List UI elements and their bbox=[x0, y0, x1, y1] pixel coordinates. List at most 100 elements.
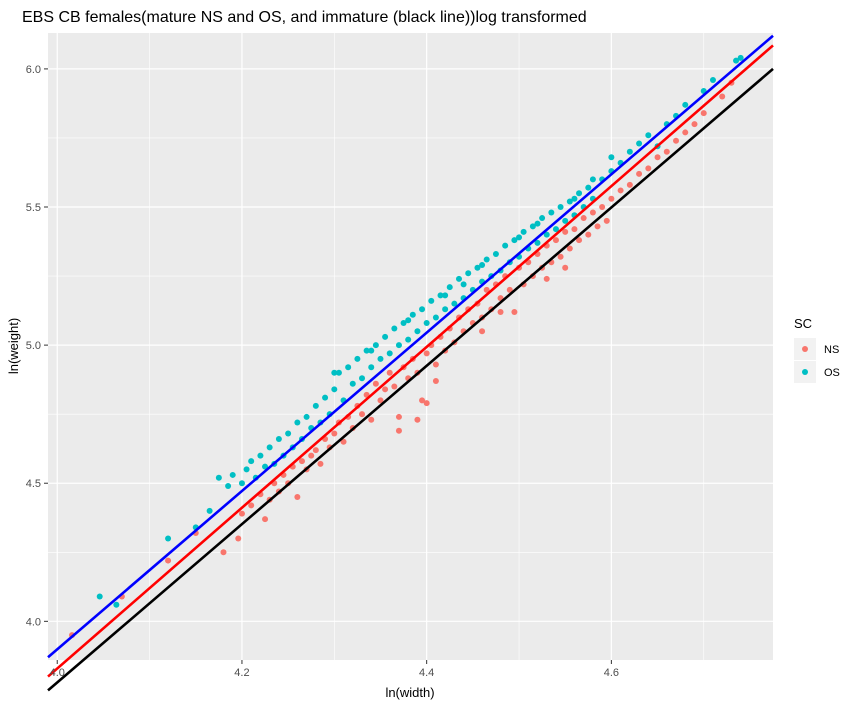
point-ns bbox=[235, 535, 242, 542]
point-ns bbox=[382, 386, 389, 393]
point-ns bbox=[317, 460, 324, 467]
point-os bbox=[576, 190, 583, 197]
fit-lines bbox=[47, 34, 774, 692]
point-os bbox=[474, 264, 481, 271]
point-os bbox=[405, 336, 412, 343]
point-ns bbox=[483, 286, 490, 293]
point-os bbox=[562, 217, 569, 224]
point-ns bbox=[368, 416, 375, 423]
y-tick-label: 5.0 bbox=[26, 340, 41, 352]
point-ns bbox=[432, 378, 439, 385]
point-ns bbox=[165, 557, 172, 564]
point-os bbox=[359, 375, 366, 382]
legend-label-ns: NS bbox=[824, 344, 839, 356]
point-ns bbox=[673, 137, 680, 144]
point-os bbox=[113, 601, 120, 608]
point-os bbox=[243, 466, 250, 473]
point-ns bbox=[599, 204, 606, 211]
point-os bbox=[372, 342, 379, 349]
point-ns bbox=[576, 237, 583, 244]
point-ns bbox=[377, 397, 384, 404]
point-ns bbox=[238, 510, 245, 517]
x-tick-label: 4.2 bbox=[234, 667, 249, 679]
point-ns bbox=[395, 413, 402, 420]
point-os bbox=[229, 471, 236, 478]
point-ns bbox=[691, 121, 698, 128]
point-ns bbox=[552, 237, 559, 244]
point-ns bbox=[719, 93, 726, 100]
point-os bbox=[483, 256, 490, 263]
fit-line-blue bbox=[47, 34, 774, 659]
point-ns bbox=[308, 452, 315, 459]
y-axis-title: ln(weight) bbox=[6, 318, 21, 374]
point-os bbox=[303, 413, 310, 420]
point-ns bbox=[608, 195, 615, 202]
point-os bbox=[557, 204, 564, 211]
x-tick-label: 4.4 bbox=[419, 667, 434, 679]
point-os bbox=[409, 311, 416, 318]
point-os bbox=[626, 148, 633, 155]
point-os bbox=[543, 231, 550, 238]
point-os bbox=[382, 333, 389, 340]
legend-marker-ns bbox=[802, 346, 808, 352]
point-os bbox=[349, 380, 356, 387]
point-ns bbox=[312, 447, 319, 454]
point-ns bbox=[497, 308, 504, 315]
point-os bbox=[335, 369, 342, 376]
point-ns bbox=[636, 170, 643, 177]
point-os bbox=[363, 347, 370, 354]
point-ns bbox=[220, 549, 227, 556]
point-ns bbox=[682, 129, 689, 136]
legend-title: SC bbox=[794, 316, 812, 331]
point-os bbox=[589, 176, 596, 183]
point-ns bbox=[414, 416, 421, 423]
point-os bbox=[566, 198, 573, 205]
point-os bbox=[322, 394, 329, 401]
x-axis-title: ln(width) bbox=[385, 685, 434, 700]
point-ns bbox=[562, 264, 569, 271]
point-os bbox=[294, 419, 301, 426]
point-os bbox=[331, 386, 338, 393]
point-os bbox=[645, 132, 652, 139]
point-ns bbox=[603, 217, 610, 224]
point-os bbox=[238, 480, 245, 487]
point-os bbox=[502, 242, 509, 249]
point-os bbox=[465, 270, 472, 277]
point-os bbox=[395, 342, 402, 349]
legend: SC NS OS bbox=[794, 316, 840, 383]
point-os bbox=[520, 228, 527, 235]
legend-marker-os bbox=[802, 369, 808, 375]
point-ns bbox=[566, 245, 573, 252]
point-ns bbox=[580, 215, 587, 222]
fit-line-red bbox=[47, 44, 774, 678]
point-os bbox=[534, 220, 541, 227]
point-ns bbox=[663, 148, 670, 155]
point-os bbox=[492, 250, 499, 257]
point-os bbox=[423, 320, 430, 327]
point-os bbox=[585, 184, 592, 191]
point-os bbox=[248, 458, 255, 465]
point-os bbox=[539, 215, 546, 222]
point-os bbox=[386, 350, 393, 357]
point-os bbox=[442, 306, 449, 313]
point-os bbox=[682, 101, 689, 108]
point-os bbox=[400, 320, 407, 327]
point-os bbox=[552, 226, 559, 233]
point-ns bbox=[294, 494, 301, 501]
y-tick-label: 6.0 bbox=[26, 64, 41, 76]
x-tick-label: 4.6 bbox=[604, 667, 619, 679]
point-ns bbox=[423, 400, 430, 407]
point-os bbox=[368, 347, 375, 354]
point-os bbox=[215, 474, 222, 481]
point-ns bbox=[645, 165, 652, 172]
point-ns bbox=[511, 308, 518, 315]
point-os bbox=[455, 275, 462, 282]
point-os bbox=[608, 154, 615, 161]
point-os bbox=[266, 444, 273, 451]
point-os bbox=[368, 364, 375, 371]
point-os bbox=[709, 76, 716, 83]
point-os bbox=[446, 284, 453, 291]
point-os bbox=[275, 436, 282, 443]
point-ns bbox=[626, 181, 633, 188]
